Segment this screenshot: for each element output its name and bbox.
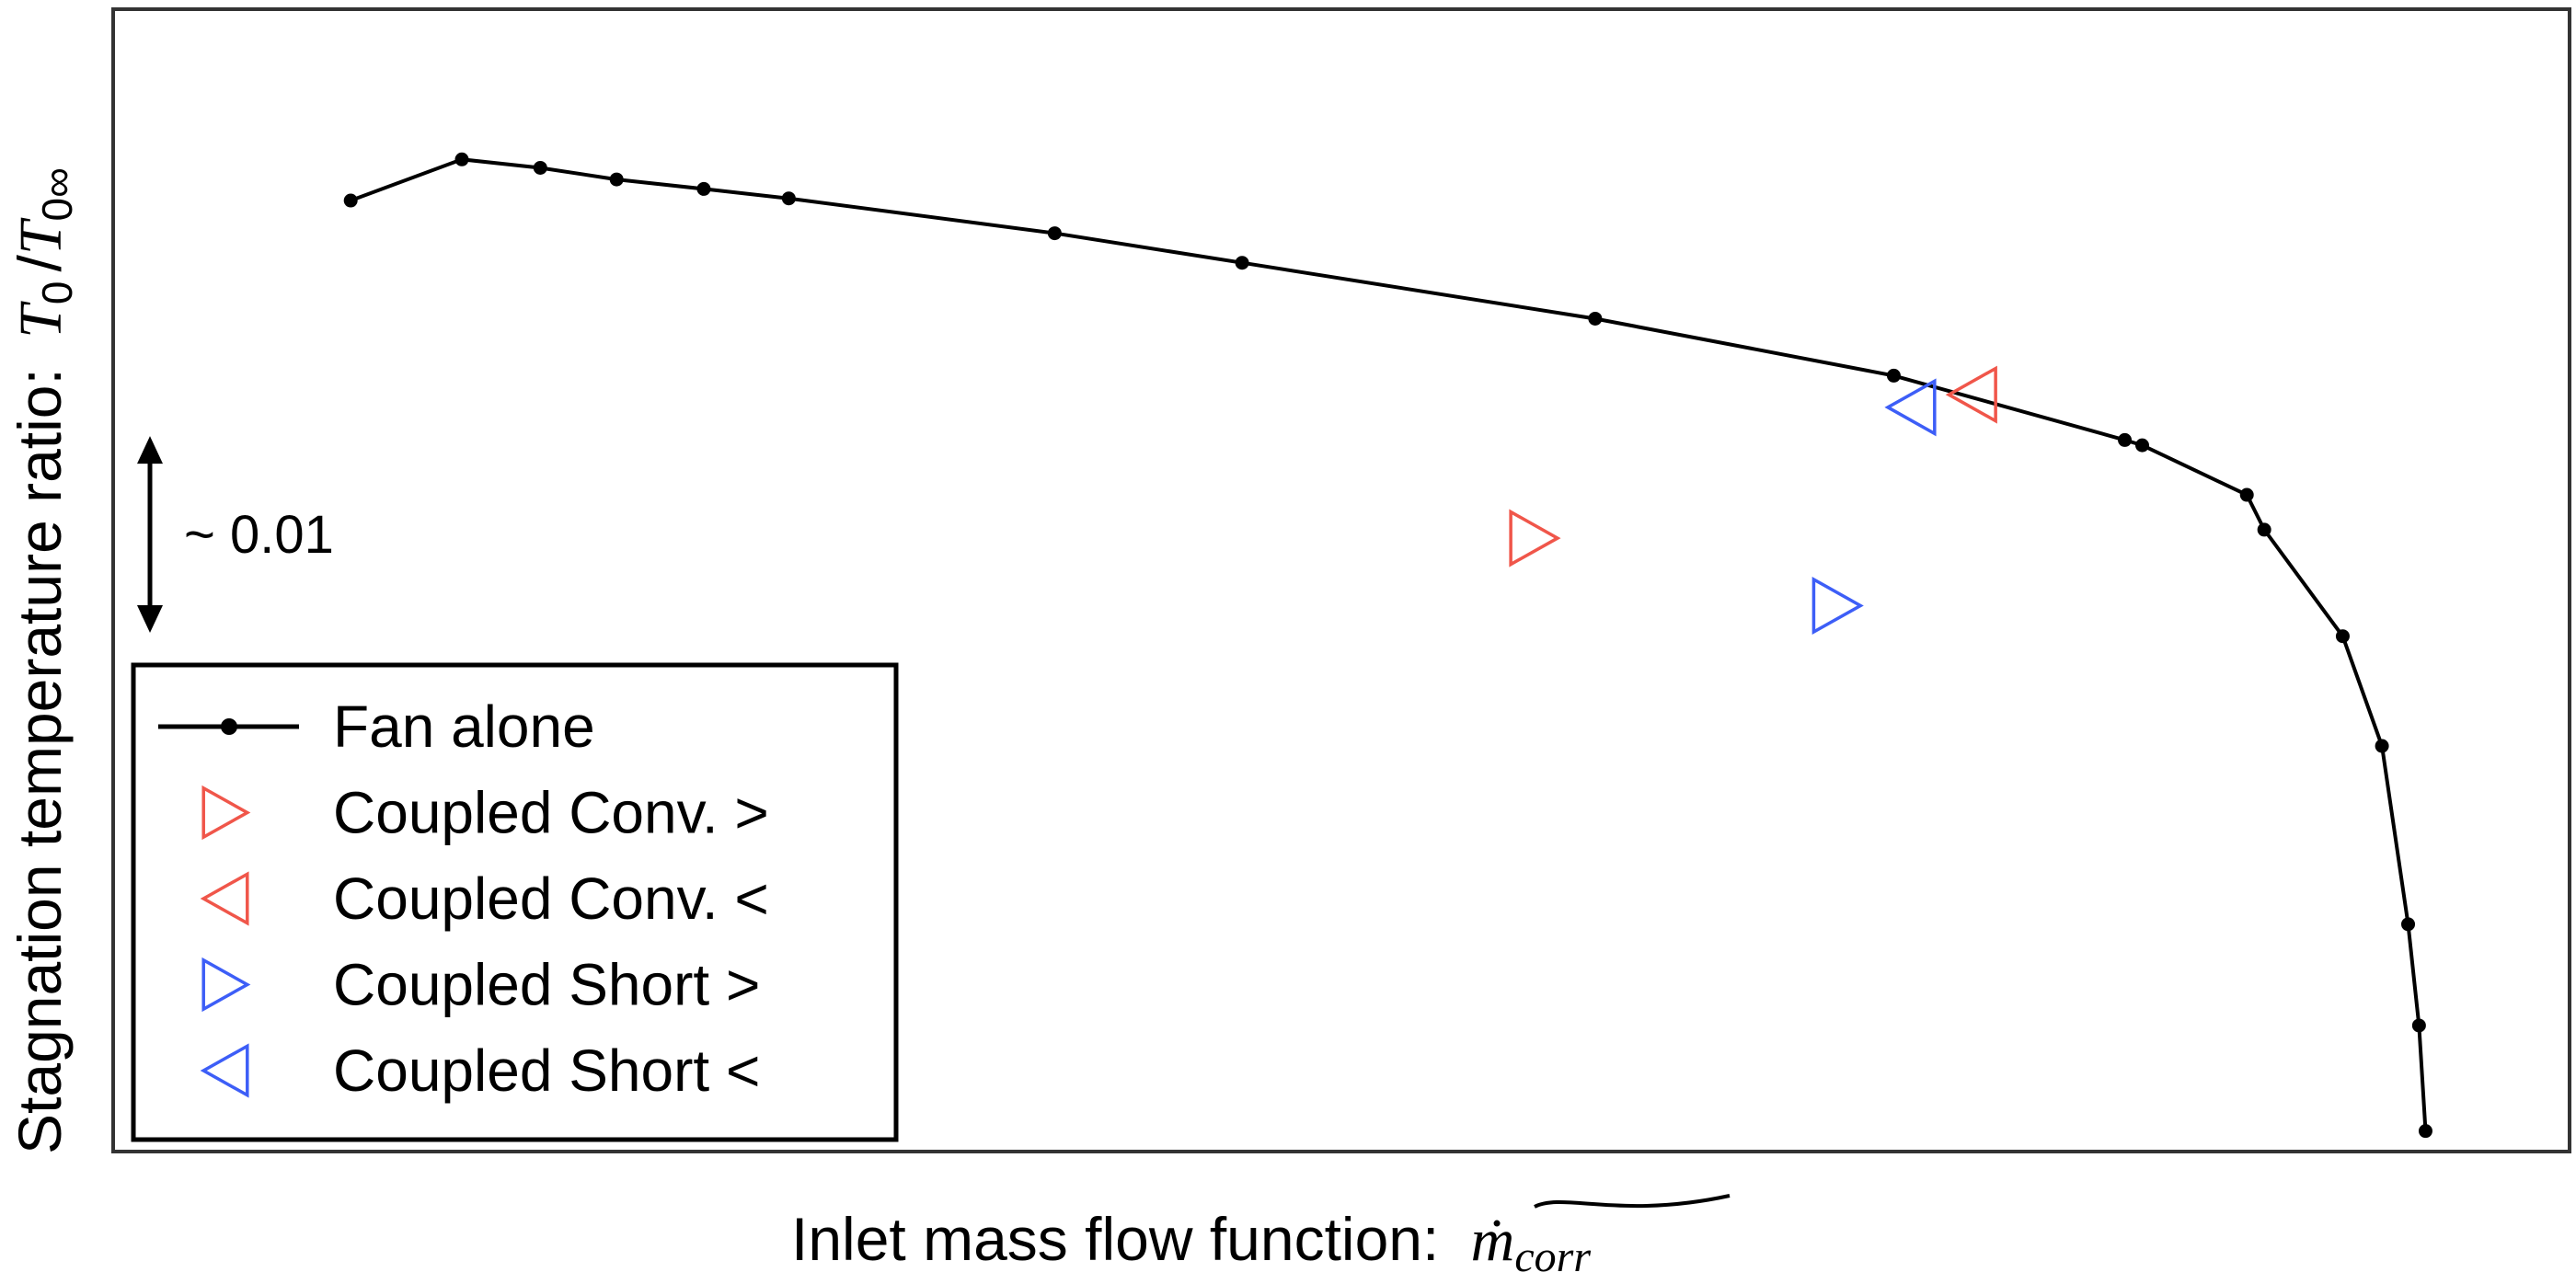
legend: Fan alone Coupled Conv. > Coupled Conv. < C… xyxy=(131,662,899,1142)
data-point xyxy=(533,160,547,175)
data-point xyxy=(1588,311,1603,326)
series-coupled-conv-gt xyxy=(1509,509,1561,567)
legend-label: Coupled Conv. < xyxy=(333,866,769,932)
data-point-triangle xyxy=(1884,378,1937,437)
data-point xyxy=(2135,438,2150,453)
legend-marker xyxy=(200,871,249,926)
legend-label: Fan alone xyxy=(333,694,595,760)
x-axis-subscript: corr xyxy=(1514,1232,1591,1281)
legend-item-coupled-conv-gt: Coupled Conv. > xyxy=(201,780,769,846)
data-point xyxy=(696,181,711,196)
x-axis-tilde xyxy=(1534,1194,1731,1209)
series-fan-alone xyxy=(343,152,2432,1139)
data-point xyxy=(454,152,469,166)
series-coupled-conv-lt xyxy=(1945,365,1997,424)
legend-marker xyxy=(201,785,251,841)
series-coupled-short-lt xyxy=(1884,378,1937,437)
x-axis-symbol: ṁ xyxy=(1471,1207,1515,1274)
data-point xyxy=(2411,1018,2426,1033)
data-point xyxy=(1235,256,1249,270)
data-point-triangle xyxy=(1811,576,1864,635)
y-axis-symbol-den: T xyxy=(7,217,75,255)
data-point xyxy=(1886,368,1901,383)
data-point xyxy=(2257,522,2271,537)
y-axis-sub-den: 0∞ xyxy=(33,167,81,221)
y-axis-slash: / xyxy=(6,255,74,272)
legend-marker xyxy=(201,957,251,1013)
data-point xyxy=(2335,629,2350,644)
data-point xyxy=(2401,917,2416,932)
legend-rows: Fan alone Coupled Conv. > Coupled Conv. < C… xyxy=(158,694,769,1104)
series-layer xyxy=(343,152,2432,1139)
data-point xyxy=(2418,1124,2432,1139)
scale-indicator: ~ 0.01 xyxy=(137,436,334,633)
y-axis-label: Stagnation temperature ratio: T0/T0∞ xyxy=(6,167,81,1154)
legend-item-coupled-conv-lt: Coupled Conv. < xyxy=(200,866,769,932)
scale-arrow-head-top xyxy=(137,436,163,464)
legend-marker xyxy=(200,1043,249,1098)
x-axis-label: Inlet mass flow function: ṁcorr xyxy=(791,1205,1591,1281)
data-point xyxy=(2118,432,2133,447)
legend-item-coupled-short-lt: Coupled Short < xyxy=(200,1038,760,1104)
x-axis-label-text: Inlet mass flow function: xyxy=(791,1205,1439,1273)
legend-label: Coupled Short > xyxy=(333,952,760,1018)
legend-item-coupled-short-gt: Coupled Short > xyxy=(201,952,760,1018)
data-point xyxy=(781,191,796,206)
legend-box xyxy=(131,662,899,1142)
y-axis-sub-num: 0 xyxy=(33,281,81,305)
scale-arrow-head-bottom xyxy=(137,604,163,633)
data-point xyxy=(1047,226,1062,241)
legend-label: Coupled Short < xyxy=(333,1038,760,1104)
y-axis-symbol-num: T xyxy=(7,301,75,338)
legend-label: Coupled Conv. > xyxy=(333,780,769,846)
data-point-triangle xyxy=(1945,365,1997,424)
data-point xyxy=(343,193,358,208)
y-axis-label-text: Stagnation temperature ratio: xyxy=(6,368,74,1154)
data-point xyxy=(2239,487,2254,502)
series-coupled-short-gt xyxy=(1811,576,1864,635)
legend-item-fan-alone: Fan alone xyxy=(158,694,595,760)
data-point xyxy=(609,172,624,187)
scale-label: ~ 0.01 xyxy=(184,505,334,565)
data-point xyxy=(2375,739,2389,753)
legend-marker xyxy=(221,718,237,735)
data-point-triangle xyxy=(1509,509,1561,567)
